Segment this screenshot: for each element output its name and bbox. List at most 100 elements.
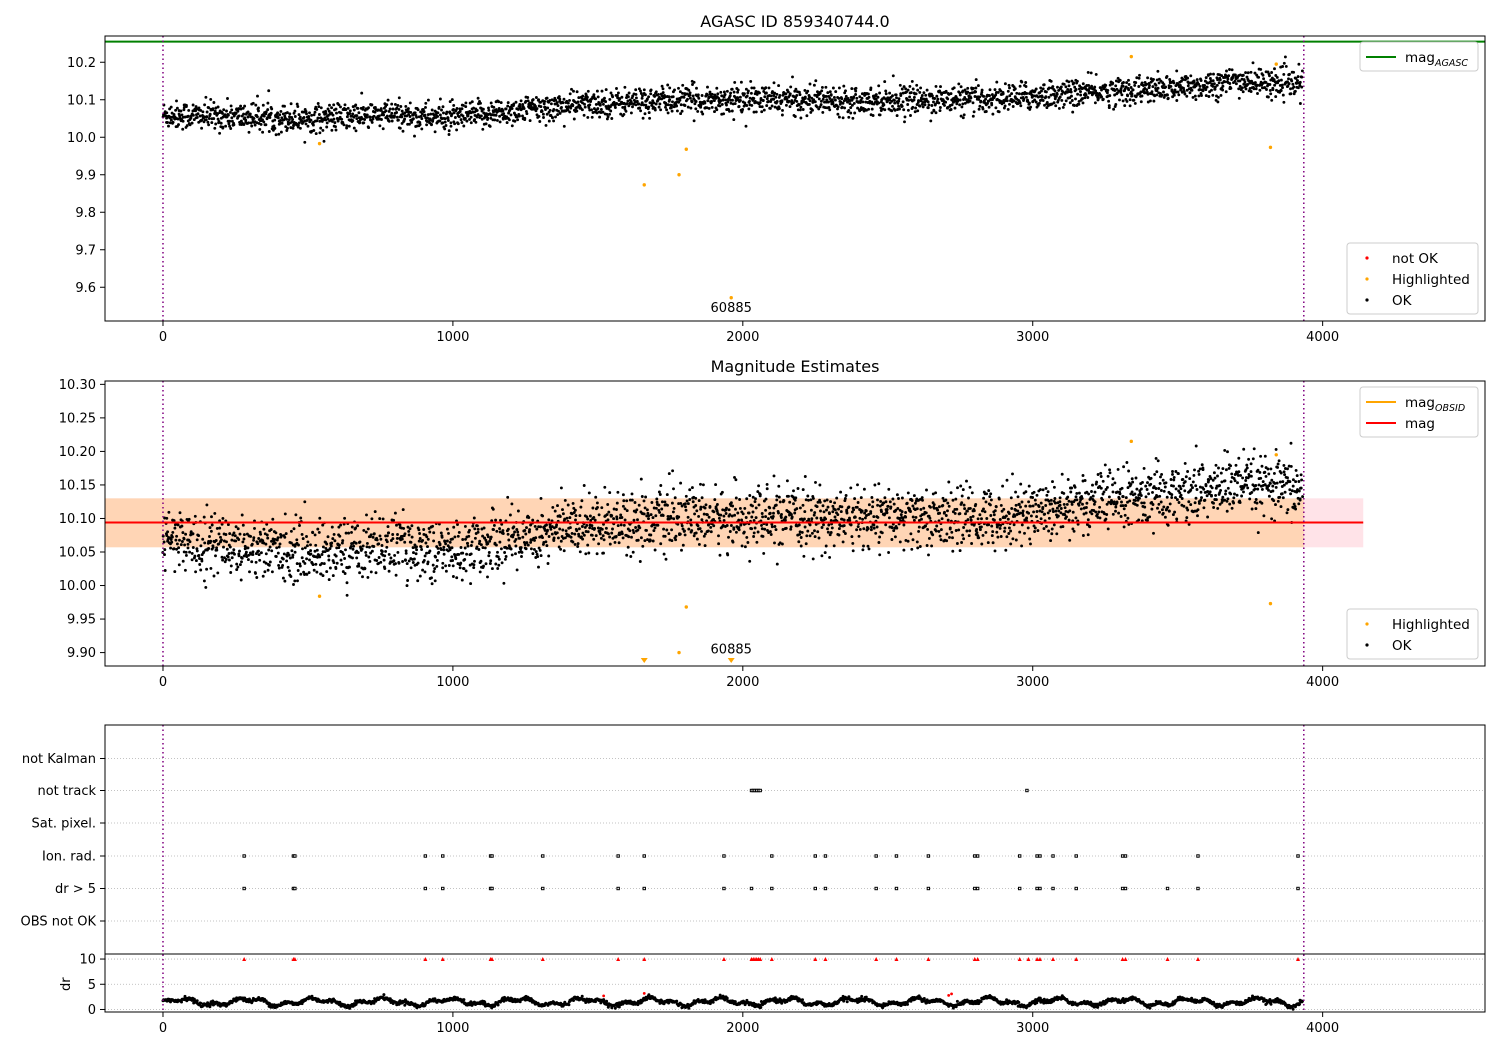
- ok-point: [712, 510, 716, 514]
- ok-point: [751, 510, 755, 514]
- ok-point: [801, 108, 805, 111]
- ok-point: [683, 529, 686, 533]
- ok-point: [199, 108, 203, 112]
- ok-point: [521, 535, 525, 539]
- ok-point: [271, 517, 275, 521]
- ok-point: [965, 509, 969, 513]
- ok-point: [475, 545, 479, 549]
- ok-point: [927, 536, 931, 540]
- ok-point: [753, 526, 757, 530]
- ok-point: [289, 102, 293, 106]
- ok-point: [815, 105, 819, 109]
- ok-point: [1067, 84, 1071, 88]
- ok-point: [220, 555, 224, 559]
- ok-point: [446, 116, 450, 120]
- ok-point: [453, 535, 457, 539]
- y-tick-label: 9.7: [75, 243, 96, 258]
- ok-point: [544, 108, 547, 111]
- ok-point: [1047, 95, 1051, 99]
- ok-point: [824, 517, 828, 521]
- ok-point: [639, 92, 643, 95]
- ok-point: [817, 97, 821, 101]
- ok-point: [910, 79, 914, 83]
- ok-point: [257, 549, 260, 553]
- ok-point: [1201, 89, 1205, 93]
- ok-point: [224, 558, 228, 561]
- ok-point: [466, 114, 470, 118]
- ok-point: [422, 558, 426, 562]
- ok-point: [915, 83, 919, 87]
- ok-point: [604, 100, 608, 104]
- ok-point: [1263, 86, 1267, 90]
- ok-point: [186, 542, 190, 546]
- ok-point: [867, 95, 871, 99]
- ok-point: [1018, 511, 1022, 515]
- ok-point: [769, 94, 773, 98]
- ok-point: [221, 125, 225, 129]
- ok-point: [968, 485, 972, 489]
- ok-point: [235, 568, 239, 572]
- ok-point: [938, 109, 942, 113]
- ok-point: [515, 528, 519, 531]
- ok-point: [460, 107, 464, 111]
- ok-point: [968, 529, 972, 533]
- ok-point: [371, 117, 375, 121]
- ok-point: [1198, 84, 1202, 88]
- ok-point: [395, 536, 399, 540]
- ok-point: [823, 100, 826, 104]
- ok-point: [581, 531, 585, 535]
- ok-point: [752, 518, 756, 522]
- ok-point: [678, 532, 682, 536]
- ok-point: [305, 535, 308, 538]
- ok-point: [781, 528, 785, 531]
- ok-point: [555, 101, 559, 105]
- ok-point: [542, 116, 545, 119]
- ok-point: [190, 558, 194, 562]
- ok-point: [265, 533, 269, 537]
- ok-point: [789, 513, 793, 516]
- ok-point: [666, 514, 670, 518]
- ok-point: [535, 552, 539, 556]
- ok-point: [1011, 537, 1015, 541]
- ok-point: [737, 526, 741, 530]
- ok-point: [234, 111, 238, 115]
- ok-point: [1181, 78, 1185, 81]
- ok-point: [264, 542, 268, 546]
- ok-point: [785, 97, 789, 101]
- ok-point: [1296, 86, 1300, 90]
- ok-point: [598, 532, 602, 536]
- ok-point: [843, 106, 847, 110]
- ok-point: [238, 532, 242, 536]
- ok-point: [233, 552, 236, 556]
- ok-point: [302, 570, 306, 574]
- ok-point: [438, 97, 442, 101]
- ok-point: [167, 124, 170, 128]
- ok-point: [666, 103, 670, 107]
- ok-point: [546, 106, 550, 110]
- ok-point: [251, 550, 255, 554]
- ok-point: [814, 522, 818, 526]
- ok-point: [1264, 80, 1268, 84]
- ok-point: [618, 97, 622, 101]
- ok-point: [597, 542, 601, 546]
- ok-point: [949, 108, 953, 111]
- ok-point: [1024, 95, 1028, 99]
- ok-point: [1282, 61, 1286, 65]
- ok-point: [833, 515, 837, 519]
- ok-point: [798, 108, 802, 112]
- ok-point: [809, 498, 813, 502]
- ok-point: [802, 517, 806, 521]
- ok-point: [226, 523, 230, 527]
- ok-point: [308, 111, 311, 115]
- ok-point: [1002, 507, 1006, 511]
- ok-point: [268, 545, 272, 549]
- ok-point: [255, 115, 259, 119]
- ok-point: [411, 561, 415, 564]
- ok-point: [1121, 84, 1125, 88]
- ok-point: [922, 91, 926, 95]
- ok-point: [999, 100, 1003, 104]
- ok-point: [1210, 82, 1214, 86]
- ok-point: [1156, 69, 1160, 73]
- ok-point: [837, 115, 841, 119]
- ok-point: [946, 501, 950, 505]
